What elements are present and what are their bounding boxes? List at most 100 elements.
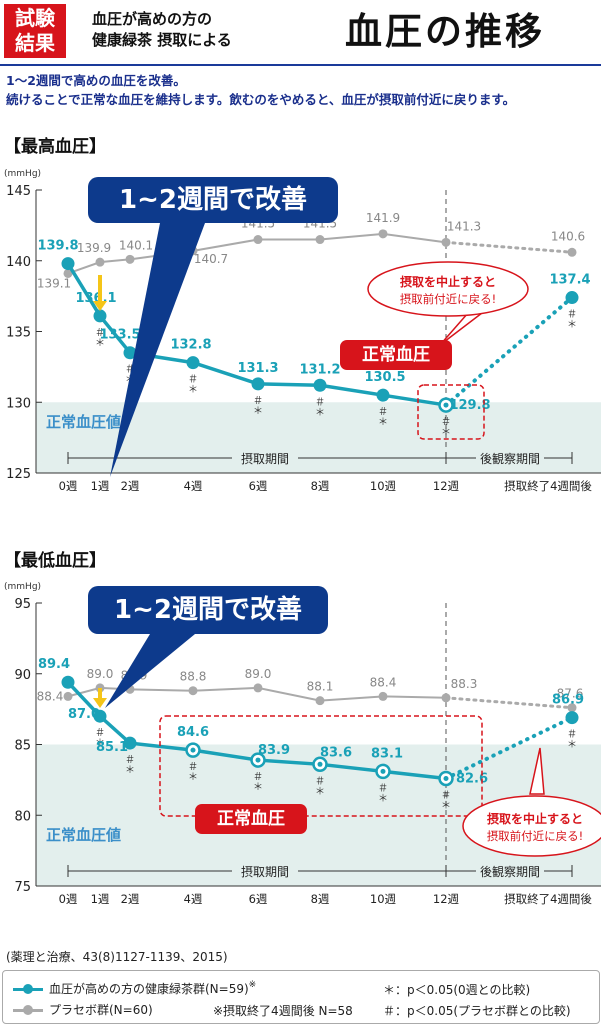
callout-box <box>88 177 338 223</box>
placebo-data-label: 141.3 <box>447 219 481 233</box>
y-tick-label: 140 <box>6 255 31 270</box>
legend-placebo-marker <box>13 1004 43 1016</box>
placebo-point <box>378 691 388 701</box>
y-tick-label: 130 <box>6 396 31 411</box>
x-tick-label: 12週 <box>433 892 460 906</box>
placebo-series-line <box>67 686 447 702</box>
x-tick-label: 摂取終了4週間後 <box>504 892 592 906</box>
systolic-section-title: 【最高血圧】 <box>4 137 106 157</box>
x-tick-label: 8週 <box>311 479 330 493</box>
legend-tea-label: 血圧が高めの方の健康緑茶群(N=59) <box>49 982 249 996</box>
placebo-data-label: 141.9 <box>366 211 400 225</box>
header-subtitle: 血圧が高めの方の 健康緑茶 摂取による <box>92 9 232 51</box>
placebo-series-line <box>67 232 447 275</box>
placebo-point <box>253 235 263 245</box>
tea-point <box>93 709 107 723</box>
significance-mark: ＊ <box>567 740 577 751</box>
tea-data-label: 132.8 <box>170 338 211 353</box>
y-axis-unit: (mmHg) <box>4 582 41 592</box>
header-divider <box>0 64 601 66</box>
placebo-point <box>63 691 73 701</box>
header: 試験 結果 血圧が高めの方の 健康緑茶 摂取による 血圧の推移 <box>0 0 601 64</box>
placebo-point <box>567 247 577 257</box>
placebo-data-label: 88.4 <box>37 689 64 703</box>
placebo-data-label: 140.7 <box>194 252 228 266</box>
x-tick-label: 1週 <box>91 892 110 906</box>
tea-data-label: 83.1 <box>371 746 403 761</box>
legend-tea: 血圧が高めの方の健康緑茶群(N=59) ※ <box>13 980 256 997</box>
significance-mark: ＊ <box>315 786 325 797</box>
callout-tail <box>110 223 205 477</box>
tea-data-label: 137.4 <box>549 273 590 288</box>
legend-sig-ast: ＊：p＜0.05(0週との比較) <box>383 983 531 997</box>
significance-mark: ＊ <box>378 417 388 428</box>
significance-mark: ＃ <box>567 729 577 741</box>
significance-mark: ＊ <box>188 772 198 783</box>
placebo-data-label: 140.1 <box>119 238 153 252</box>
intro-line-1: 1～2週間で高めの血圧を改善。 <box>6 73 186 88</box>
x-tick-label: 2週 <box>121 479 140 493</box>
bubble-line-2: 摂取前付近に戻る! <box>487 829 584 843</box>
y-tick-label: 75 <box>14 880 31 895</box>
improvement-arrow-head <box>93 698 107 708</box>
significance-mark: ＃ <box>188 374 198 386</box>
significance-mark: ＃ <box>95 727 105 739</box>
tea-point-core <box>317 761 323 767</box>
placebo-data-label: 89.0 <box>245 667 272 681</box>
tea-data-label: 131.2 <box>299 362 340 377</box>
period-intake-label: 摂取期間 <box>241 864 289 879</box>
bubble <box>367 261 529 317</box>
placebo-followup-line <box>444 240 574 254</box>
tea-point <box>565 291 579 305</box>
significance-mark: ＊ <box>188 385 198 396</box>
tea-point <box>565 711 579 725</box>
tea-point-core <box>190 747 196 753</box>
tea-data-label: 133.5 <box>99 328 140 343</box>
tea-point-core <box>443 402 449 408</box>
period-intake-bg <box>232 449 298 466</box>
placebo-point <box>95 683 105 693</box>
y-tick-label: 125 <box>6 467 31 482</box>
intro-text: 1～2週間で高めの血圧を改善。 続けることで正常な血圧を維持します。飲むのをやめ… <box>6 71 598 109</box>
significance-mark: ＃ <box>441 416 451 428</box>
significance-mark: ＃ <box>253 771 263 783</box>
placebo-point <box>188 686 198 696</box>
bubble-tail <box>529 747 545 795</box>
tea-data-label: 136.1 <box>75 291 116 306</box>
period-follow-label: 後観察期間 <box>480 865 540 879</box>
bubble-line-2: 摂取前付近に戻る! <box>400 292 497 306</box>
legend-tea-sup: ※ <box>248 979 257 990</box>
legend-note: ※摂取終了4週間後 N=58 <box>213 1004 353 1018</box>
x-tick-label: 6週 <box>249 892 268 906</box>
x-tick-label: 6週 <box>249 479 268 493</box>
intro-line-2: 続けることで正常な血圧を維持します。飲むのをやめると、血圧が摂取前付近に戻ります… <box>6 92 516 107</box>
placebo-point <box>315 235 325 245</box>
tea-point <box>123 346 137 360</box>
diastolic-section-title: 【最低血圧】 <box>4 551 106 571</box>
placebo-data-label: 88.1 <box>307 680 334 694</box>
significance-mark: ＃ <box>188 761 198 773</box>
x-tick-label: 0週 <box>59 479 78 493</box>
significance-mark: ＊ <box>567 320 577 331</box>
tea-point <box>61 257 75 271</box>
placebo-point <box>378 229 388 239</box>
x-tick-label: 12週 <box>433 479 460 493</box>
placebo-point <box>315 696 325 706</box>
significance-mark: ＊ <box>125 765 135 776</box>
x-tick-label: 4週 <box>184 479 203 493</box>
systolic-chart: 正常血圧値 (mmHg) 125 130 135 140 145 0週 1週 2週 4週 6週 8週 10… <box>4 169 601 493</box>
significance-mark: ＊ <box>315 407 325 418</box>
placebo-point <box>567 703 577 713</box>
placebo-data-label: 89.0 <box>87 667 114 681</box>
tea-data-label: 89.4 <box>38 657 70 672</box>
legend: 血圧が高めの方の健康緑茶群(N=59) ※ プラセボ群(N=60) ※摂取終了4… <box>2 970 600 1024</box>
bubble <box>462 795 601 857</box>
placebo-point <box>253 683 263 693</box>
page-title: 血圧の推移 <box>345 10 545 53</box>
significance-mark: ＊ <box>378 793 388 804</box>
callout-box <box>88 586 328 634</box>
placebo-point <box>95 257 105 267</box>
significance-mark: ＃ <box>567 309 577 321</box>
period-follow-bg <box>476 862 544 879</box>
y-tick-label: 145 <box>6 184 31 199</box>
